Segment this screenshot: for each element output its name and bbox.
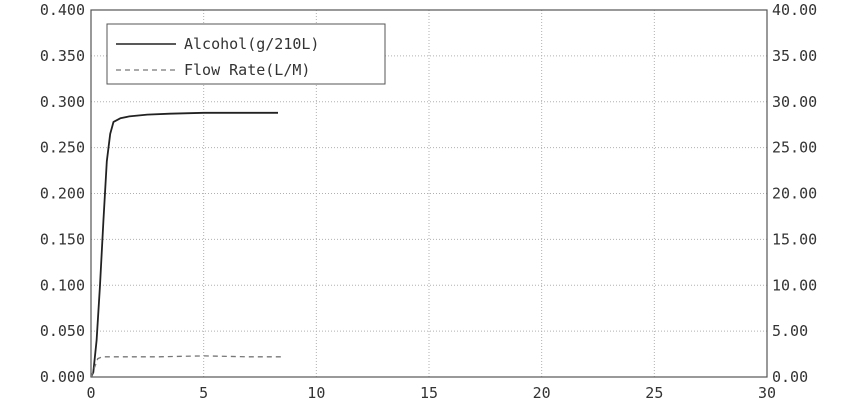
y-right-tick-label: 20.00 (772, 185, 817, 203)
x-tick-label: 20 (533, 384, 551, 402)
y-left-tick-label: 0.150 (40, 230, 85, 248)
legend-label-alcohol: Alcohol(g/210L) (184, 35, 319, 53)
y-right-tick-label: 10.00 (772, 276, 817, 294)
series-line-alcohol (90, 111, 278, 378)
y-left-tick-label: 0.300 (40, 93, 85, 111)
y-right-tick-label: 0.00 (772, 368, 808, 386)
y-right-tick-label: 15.00 (772, 230, 817, 248)
series-line-flow-rate (90, 355, 285, 378)
y-left-tick-label: 0.350 (40, 47, 85, 65)
y-right-tick-label: 5.00 (772, 322, 808, 340)
x-tick-label: 5 (199, 384, 208, 402)
y-left-tick-label: 0.200 (40, 185, 85, 203)
y-right-tick-label: 25.00 (772, 139, 817, 157)
x-tick-label: 25 (645, 384, 663, 402)
x-tick-label: 10 (307, 384, 325, 402)
legend: Alcohol(g/210L) Flow Rate(L/M) (106, 23, 386, 85)
x-tick-label: 30 (758, 384, 776, 402)
y-left-tick-label: 0.100 (40, 276, 85, 294)
y-right-tick-label: 30.00 (772, 93, 817, 111)
y-left-tick-label: 0.050 (40, 322, 85, 340)
y-right-tick-label: 40.00 (772, 1, 817, 19)
legend-box (106, 23, 386, 85)
y-left-tick-label: 0.000 (40, 368, 85, 386)
tick-labels: 0 5 10 15 20 25 30 0.000 0.050 0.100 0.150 0.200 0.2… (40, 1, 817, 402)
x-tick-label: 0 (86, 384, 95, 402)
legend-label-flow-rate: Flow Rate(L/M) (184, 61, 310, 79)
x-tick-label: 15 (420, 384, 438, 402)
plot-frame (90, 9, 768, 378)
series-lines (90, 111, 285, 378)
grid (91, 10, 767, 377)
y-left-tick-label: 0.250 (40, 139, 85, 157)
y-right-tick-label: 35.00 (772, 47, 817, 65)
y-left-tick-label: 0.400 (40, 1, 85, 19)
